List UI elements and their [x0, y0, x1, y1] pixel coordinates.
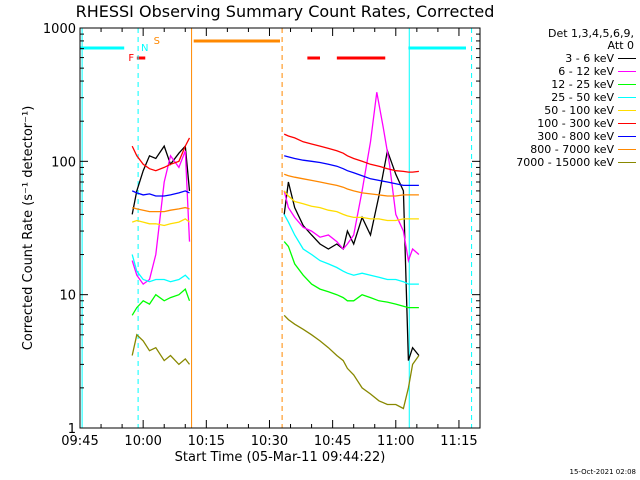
legend-swatch — [618, 149, 636, 150]
legend-entry-label: 7000 - 15000 keV — [516, 156, 614, 169]
series-line-2 — [131, 150, 191, 286]
legend-entry-label: 50 - 100 keV — [544, 104, 614, 117]
chart-title: RHESSI Observing Summary Count Rates, Co… — [75, 2, 495, 21]
x-tick-label: 11:15 — [440, 434, 477, 449]
legend-entry: 300 - 800 keV — [480, 130, 636, 143]
series-line-9 — [131, 333, 191, 366]
x-tick-label: 11:00 — [377, 434, 414, 449]
series-line-6 — [283, 133, 419, 173]
legend-swatch — [618, 84, 636, 85]
series-line-7 — [131, 190, 190, 197]
legend: Det 1,3,4,5,6,9, Att 0 3 - 6 keV 6 - 12 k… — [480, 28, 636, 169]
series-line-8 — [132, 206, 190, 213]
x-tick-label: 10:45 — [314, 434, 351, 449]
legend-entry-label: 100 - 300 keV — [537, 117, 614, 130]
legend-entry: 3 - 6 keV — [480, 52, 636, 65]
series-line-1 — [283, 148, 420, 361]
plot-frame — [79, 27, 481, 429]
y-tick-label: 1 — [68, 422, 76, 437]
legend-entry-label: 25 - 50 keV — [551, 91, 614, 104]
series-line-4 — [283, 214, 419, 285]
plot-area: FNS — [80, 28, 473, 428]
series-line-6 — [131, 137, 191, 172]
series-line-1 — [131, 144, 191, 215]
legend-header-2: Att 0 — [607, 39, 634, 52]
timestamp: 15-Oct-2021 02:08 — [569, 468, 636, 476]
series-line-3 — [283, 241, 419, 309]
series-line-5 — [283, 190, 419, 222]
x-axis-label: Start Time (05-Mar-11 09:44:22) — [175, 450, 386, 465]
y-tick-label: 100 — [51, 155, 76, 170]
legend-entry: 25 - 50 keV — [480, 91, 636, 104]
series-line-9 — [283, 314, 420, 410]
legend-swatch — [618, 162, 636, 163]
legend-header-1: Det 1,3,4,5,6,9, — [547, 27, 634, 40]
night-marker-label: N — [141, 43, 148, 54]
series-line-7 — [284, 155, 419, 187]
legend-swatch — [618, 110, 636, 111]
x-tick-label: 09:45 — [61, 434, 98, 449]
legend-entry-label: 300 - 800 keV — [537, 130, 614, 143]
attenuator-marker-label: F — [128, 53, 134, 64]
legend-entry: 7000 - 15000 keV — [480, 156, 636, 169]
legend-entry: 12 - 25 keV — [480, 78, 636, 91]
series-line-4 — [131, 254, 190, 283]
axes: 09:45 10:00 10:15 10:30 10:45 11:00 11:15 1 10 10… — [21, 22, 481, 465]
legend-entry: 800 - 7000 keV — [480, 143, 636, 156]
series-line-2 — [283, 92, 420, 264]
y-tick-label: 1000 — [43, 22, 76, 37]
series-line-3 — [131, 287, 191, 316]
legend-swatch — [618, 71, 636, 72]
series-line-8 — [283, 173, 419, 197]
y-axis-label: Corrected Count Rate (s⁻¹ detector⁻¹) — [21, 106, 36, 351]
legend-swatch — [618, 136, 636, 137]
x-tick-label: 10:15 — [188, 434, 225, 449]
legend-entry: 100 - 300 keV — [480, 117, 636, 130]
x-tick-label: 10:00 — [124, 434, 161, 449]
y-tick-label: 10 — [59, 289, 76, 304]
legend-entry-label: 800 - 7000 keV — [530, 143, 614, 156]
x-tick-label: 10:30 — [251, 434, 288, 449]
legend-swatch — [618, 123, 636, 124]
legend-swatch — [618, 58, 636, 59]
legend-entry-label: 12 - 25 keV — [551, 78, 614, 91]
legend-swatch — [618, 97, 636, 98]
legend-entry-label: 6 - 12 keV — [558, 65, 614, 78]
series-line-5 — [131, 218, 190, 227]
legend-entry: 6 - 12 keV — [480, 65, 636, 78]
saa-marker-label: S — [154, 36, 160, 47]
legend-entry: 50 - 100 keV — [480, 104, 636, 117]
legend-entry-label: 3 - 6 keV — [565, 52, 614, 65]
